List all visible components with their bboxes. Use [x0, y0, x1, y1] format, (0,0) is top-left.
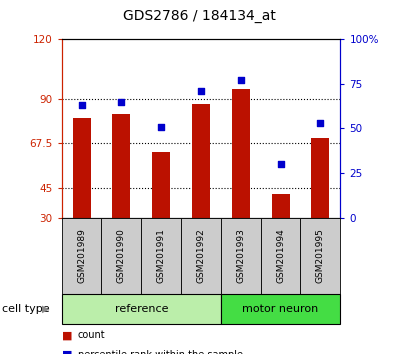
Text: GDS2786 / 184134_at: GDS2786 / 184134_at: [123, 9, 275, 23]
Point: [158, 124, 164, 129]
Text: ▶: ▶: [42, 304, 49, 314]
Text: percentile rank within the sample: percentile rank within the sample: [78, 350, 243, 354]
Text: GSM201991: GSM201991: [157, 228, 166, 283]
Point: [198, 88, 204, 93]
Text: GSM201989: GSM201989: [77, 228, 86, 283]
Bar: [152, 152, 170, 218]
Text: GSM201994: GSM201994: [276, 228, 285, 283]
Text: motor neuron: motor neuron: [242, 304, 319, 314]
Bar: [192, 104, 210, 218]
Text: GSM201995: GSM201995: [316, 228, 325, 283]
Point: [78, 102, 85, 108]
Point: [118, 99, 125, 104]
Text: cell type: cell type: [2, 304, 50, 314]
Point: [277, 161, 284, 167]
Bar: [113, 114, 131, 218]
Text: GSM201990: GSM201990: [117, 228, 126, 283]
Text: ■: ■: [62, 350, 72, 354]
Bar: [312, 138, 330, 218]
Text: reference: reference: [115, 304, 168, 314]
Bar: [272, 194, 290, 218]
Bar: [73, 118, 91, 218]
Bar: [232, 88, 250, 218]
Text: count: count: [78, 330, 105, 340]
Text: GSM201993: GSM201993: [236, 228, 245, 283]
Point: [238, 77, 244, 83]
Text: ■: ■: [62, 330, 72, 340]
Point: [317, 120, 324, 126]
Text: GSM201992: GSM201992: [197, 228, 205, 283]
